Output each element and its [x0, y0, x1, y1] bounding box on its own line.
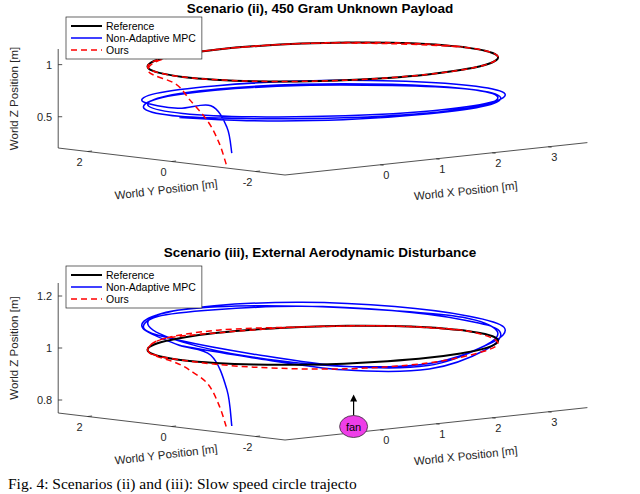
y-axis-line: [58, 148, 285, 175]
y-tick: [88, 151, 92, 152]
annotation-arrow: [353, 400, 354, 416]
data-group: [142, 42, 506, 164]
x-tick: [436, 158, 439, 159]
x-tick-label: 0: [383, 434, 389, 446]
z-tick-label: 1: [46, 342, 52, 354]
y-tick-label: 2: [77, 156, 83, 168]
x-axis-title: World X Position [m]: [413, 179, 518, 202]
z-tick-label: 0.5: [37, 111, 52, 123]
legend: ReferenceNon-Adaptive MPCOurs: [66, 266, 202, 308]
z-axis-title: World Z Position [m]: [8, 47, 20, 150]
legend-swatch: [71, 298, 102, 300]
x-tick: [436, 423, 439, 424]
series-line: [142, 302, 506, 426]
y-tick-label: -2: [243, 176, 253, 188]
legend-swatch: [71, 286, 102, 288]
z-tick-label: 0.8: [37, 394, 52, 406]
annotation-arrowhead: [350, 395, 357, 402]
x-tick-label: 2: [495, 157, 501, 169]
legend-label: Reference: [106, 269, 155, 281]
chart-title: Scenario (iii), External Aerodynamic Dis…: [164, 245, 477, 260]
legend: ReferenceNon-Adaptive MPCOurs: [66, 17, 202, 59]
y-tick-label: 0: [161, 166, 167, 178]
annotation-label: fan: [346, 421, 361, 433]
y-axis-title: World Y Position [m]: [114, 177, 218, 201]
z-tick: [58, 64, 62, 65]
y-tick: [172, 161, 176, 162]
x-tick: [492, 417, 495, 418]
legend-box: [66, 266, 202, 308]
legend-swatch: [71, 25, 102, 27]
y-axis-title: World Y Position [m]: [114, 442, 218, 466]
legend-box: [66, 17, 202, 59]
z-tick: [58, 296, 62, 297]
z-tick-label: 1.2: [37, 290, 52, 302]
x-axis-line: [285, 408, 587, 440]
series-line: [142, 80, 506, 153]
caption: Fig. 4: Scenarios (ii) and (iii): Slow s…: [8, 475, 357, 493]
x-tick: [380, 429, 383, 430]
x-tick: [380, 164, 383, 165]
x-tick: [548, 411, 551, 412]
annotation-marker: [340, 416, 368, 438]
z-tick: [58, 116, 62, 117]
chart-panel: Scenario (iii), External Aerodynamic Dis…: [8, 245, 587, 467]
legend-label: Non-Adaptive MPC: [106, 281, 196, 293]
x-tick-label: 3: [551, 416, 557, 428]
z-tick: [58, 400, 62, 401]
y-tick-label: -2: [243, 441, 253, 453]
legend-label: Non-Adaptive MPC: [106, 32, 196, 44]
y-tick: [256, 171, 260, 172]
x-axis-title: World X Position [m]: [413, 444, 518, 467]
series-line: [148, 42, 498, 164]
legend-label: Ours: [106, 293, 129, 305]
x-tick-label: 3: [551, 151, 557, 163]
z-axis-line: [58, 49, 59, 148]
x-tick-label: 1: [439, 428, 445, 440]
z-axis-title: World Z Position [m]: [8, 296, 20, 399]
x-tick-label: 2: [495, 422, 501, 434]
y-axis-line: [58, 413, 285, 440]
series-line: [148, 326, 498, 427]
y-tick: [256, 436, 260, 437]
figure: Scenario (ii), 450 Gram Unknown Payload 0…: [0, 0, 640, 494]
legend-swatch: [71, 49, 102, 51]
y-tick: [88, 416, 92, 417]
z-tick-label: 1: [46, 59, 52, 71]
y-tick-label: 2: [77, 421, 83, 433]
chart-panel: Scenario (ii), 450 Gram Unknown Payload 0…: [8, 1, 587, 202]
x-tick-label: 1: [439, 163, 445, 175]
x-tick-label: 0: [383, 169, 389, 181]
legend-label: Ours: [106, 44, 129, 56]
y-tick: [172, 426, 176, 427]
x-tick: [548, 146, 551, 147]
data-group: [142, 302, 506, 426]
x-axis-line: [285, 143, 587, 175]
y-tick-label: 0: [161, 431, 167, 443]
legend-label: Reference: [106, 20, 155, 32]
z-tick: [58, 348, 62, 349]
legend-swatch: [71, 274, 102, 276]
legend-swatch: [71, 37, 102, 39]
x-tick: [492, 152, 495, 153]
chart-title: Scenario (ii), 450 Gram Unknown Payload: [187, 1, 453, 16]
